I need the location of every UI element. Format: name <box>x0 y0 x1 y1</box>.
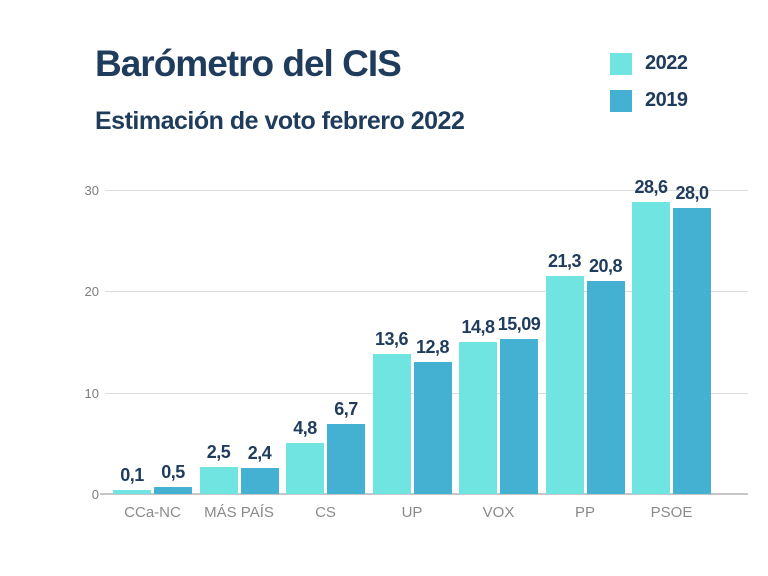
bar-2019-CCa-NC <box>154 486 192 494</box>
legend-item-2019: 2019 <box>610 89 688 112</box>
legend-item-2022: 2022 <box>610 52 688 75</box>
y-axis-tick-20: 20 <box>84 284 99 300</box>
bar-2019-CS <box>327 424 365 494</box>
x-axis-label-UP: UP <box>401 504 423 521</box>
value-label-2022-MÁS PAÍS: 2,5 <box>206 441 231 462</box>
chart-title: Barómetro del CIS <box>95 43 402 84</box>
legend-swatch-2022 <box>610 52 632 75</box>
value-label-2022-PP: 21,3 <box>547 251 582 272</box>
x-axis-label-CCa-NC: CCa-NC <box>124 504 181 521</box>
legend: 2022 2019 <box>610 52 688 126</box>
legend-label-2019: 2019 <box>645 89 688 111</box>
bar-2019-UP <box>413 362 452 494</box>
gridline-30 <box>105 190 748 191</box>
value-label-2019-MÁS PAÍS: 2,4 <box>247 442 272 463</box>
bar-2019-PP <box>586 281 625 494</box>
y-axis-tick-10: 10 <box>84 385 99 401</box>
x-axis-label-CS: CS <box>315 504 336 521</box>
gridline-20 <box>105 291 748 293</box>
bar-2019-VOX <box>500 339 538 494</box>
legend-label-2022: 2022 <box>645 52 688 74</box>
x-axis-label-MÁS PAÍS: MÁS PAÍS <box>204 504 274 521</box>
value-label-2019-VOX: 15,09 <box>497 314 541 335</box>
bar-2019-PSOE <box>673 208 711 494</box>
value-label-2022-CCa-NC: 0,1 <box>120 465 144 485</box>
chart-header: Barómetro del CIS Estimación de voto feb… <box>95 43 465 136</box>
value-label-2019-CS: 6,7 <box>334 399 358 420</box>
bar-2022-VOX <box>459 342 497 494</box>
x-axis-label-PSOE: PSOE <box>650 504 693 521</box>
bar-2019-MÁS PAÍS <box>240 467 279 494</box>
bar-2022-CCa-NC <box>113 490 151 494</box>
value-label-2022-UP: 13,6 <box>374 329 409 350</box>
value-label-2022-PSOE: 28,6 <box>634 177 668 198</box>
bar-2022-CS <box>286 443 324 494</box>
y-axis-tick-0: 0 <box>91 487 99 502</box>
y-axis-tick-30: 30 <box>84 183 99 198</box>
bar-2022-PP <box>545 276 584 494</box>
x-axis-label-PP: PP <box>574 504 595 521</box>
value-label-2019-CCa-NC: 0,5 <box>161 461 185 482</box>
value-label-2019-PSOE: 28,0 <box>675 183 709 204</box>
value-label-2019-UP: 12,8 <box>415 337 450 358</box>
x-axis-line <box>100 493 748 495</box>
x-axis-label-VOX: VOX <box>482 504 515 521</box>
bar-2022-PSOE <box>632 202 670 494</box>
value-label-2019-PP: 20,8 <box>588 256 623 277</box>
chart-subtitle: Estimación de voto febrero 2022 <box>95 106 465 135</box>
value-label-2022-CS: 4,8 <box>293 418 317 439</box>
bar-2022-UP <box>372 354 411 494</box>
bar-2022-MÁS PAÍS <box>199 466 238 494</box>
legend-swatch-2019 <box>610 89 632 112</box>
value-label-2022-VOX: 14,8 <box>461 317 495 338</box>
